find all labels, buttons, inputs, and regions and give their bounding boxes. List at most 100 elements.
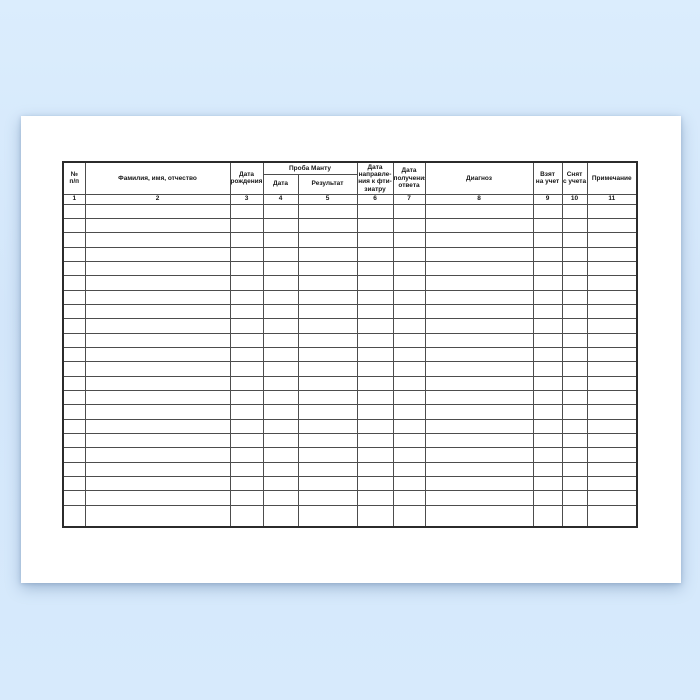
empty-cell <box>84 461 231 478</box>
table-body <box>62 203 638 528</box>
empty-cell <box>297 303 358 320</box>
empty-cell <box>586 361 638 377</box>
empty-cell <box>356 447 394 463</box>
empty-cell <box>586 461 638 478</box>
empty-cell <box>356 361 394 377</box>
empty-cell <box>297 404 358 420</box>
document-page: № п/п Фамилия, имя, отчество Дата рожден… <box>21 116 681 583</box>
col-header-full-name: Фамилия, имя, отчество <box>84 161 231 195</box>
empty-cell <box>262 203 299 219</box>
empty-cell <box>262 303 299 320</box>
empty-cell <box>532 346 563 363</box>
empty-cell <box>297 447 358 463</box>
empty-cell <box>62 389 86 406</box>
empty-cell <box>356 404 394 420</box>
empty-cell <box>356 389 394 406</box>
empty-cell <box>392 332 426 348</box>
empty-cell <box>229 404 264 420</box>
empty-cell <box>392 260 426 277</box>
empty-cell <box>229 490 264 506</box>
empty-cell <box>262 346 299 363</box>
empty-cell <box>229 447 264 463</box>
empty-cell <box>62 303 86 320</box>
empty-cell <box>229 303 264 320</box>
empty-cell <box>262 289 299 305</box>
empty-cell <box>561 332 588 348</box>
empty-cell <box>392 490 426 506</box>
table-row <box>62 217 638 234</box>
empty-cell <box>586 332 638 348</box>
empty-cell <box>262 217 299 234</box>
table-row <box>62 232 638 248</box>
col-header-mantoux-date: Дата <box>262 173 299 195</box>
table-row <box>62 361 638 377</box>
col-header-note: Примечание <box>586 161 638 195</box>
empty-cell <box>424 303 534 320</box>
empty-cell <box>84 490 231 506</box>
empty-cell <box>561 246 588 262</box>
table-row <box>62 332 638 348</box>
empty-cell <box>532 318 563 334</box>
empty-cell <box>356 332 394 348</box>
empty-cell <box>586 246 638 262</box>
empty-cell <box>561 289 588 305</box>
column-number-cell: 10 <box>561 193 588 205</box>
empty-cell <box>586 490 638 506</box>
empty-cell <box>424 361 534 377</box>
empty-cell <box>84 275 231 291</box>
header-row-main: № п/п Фамилия, имя, отчество Дата рожден… <box>62 161 638 195</box>
empty-cell <box>229 389 264 406</box>
empty-cell <box>392 461 426 478</box>
empty-cell <box>424 289 534 305</box>
empty-cell <box>262 447 299 463</box>
column-number-cell: 7 <box>392 193 426 205</box>
empty-cell <box>262 490 299 506</box>
table-row <box>62 447 638 463</box>
col-header-deregistered-date: Снят с учета <box>561 161 588 195</box>
empty-cell <box>84 260 231 277</box>
empty-cell <box>392 375 426 391</box>
empty-cell <box>392 361 426 377</box>
empty-cell <box>586 203 638 219</box>
empty-cell <box>561 490 588 506</box>
empty-cell <box>84 246 231 262</box>
empty-cell <box>356 432 394 449</box>
table-row <box>62 375 638 391</box>
empty-cell <box>229 318 264 334</box>
table-row <box>62 346 638 363</box>
col-header-registered-date: Взят на учет <box>532 161 563 195</box>
empty-cell <box>392 346 426 363</box>
empty-cell <box>356 461 394 478</box>
column-number-cell: 9 <box>532 193 563 205</box>
empty-cell <box>297 232 358 248</box>
empty-cell <box>561 504 588 528</box>
table-row <box>62 318 638 334</box>
empty-cell <box>84 203 231 219</box>
column-number-cell: 4 <box>262 193 299 205</box>
empty-cell <box>62 332 86 348</box>
empty-cell <box>84 332 231 348</box>
empty-cell <box>356 346 394 363</box>
empty-cell <box>297 432 358 449</box>
empty-cell <box>262 232 299 248</box>
empty-cell <box>424 404 534 420</box>
empty-cell <box>561 232 588 248</box>
empty-cell <box>586 217 638 234</box>
empty-cell <box>356 303 394 320</box>
empty-cell <box>532 361 563 377</box>
empty-cell <box>356 375 394 391</box>
column-number-cell: 1 <box>62 193 86 205</box>
empty-cell <box>561 461 588 478</box>
empty-cell <box>561 303 588 320</box>
empty-cell <box>561 432 588 449</box>
empty-cell <box>62 447 86 463</box>
table-row <box>62 432 638 449</box>
empty-cell <box>229 246 264 262</box>
empty-cell <box>84 217 231 234</box>
column-number-cell: 11 <box>586 193 638 205</box>
column-number-cell: 5 <box>297 193 358 205</box>
empty-cell <box>561 389 588 406</box>
column-number-cell: 6 <box>356 193 394 205</box>
empty-cell <box>424 203 534 219</box>
